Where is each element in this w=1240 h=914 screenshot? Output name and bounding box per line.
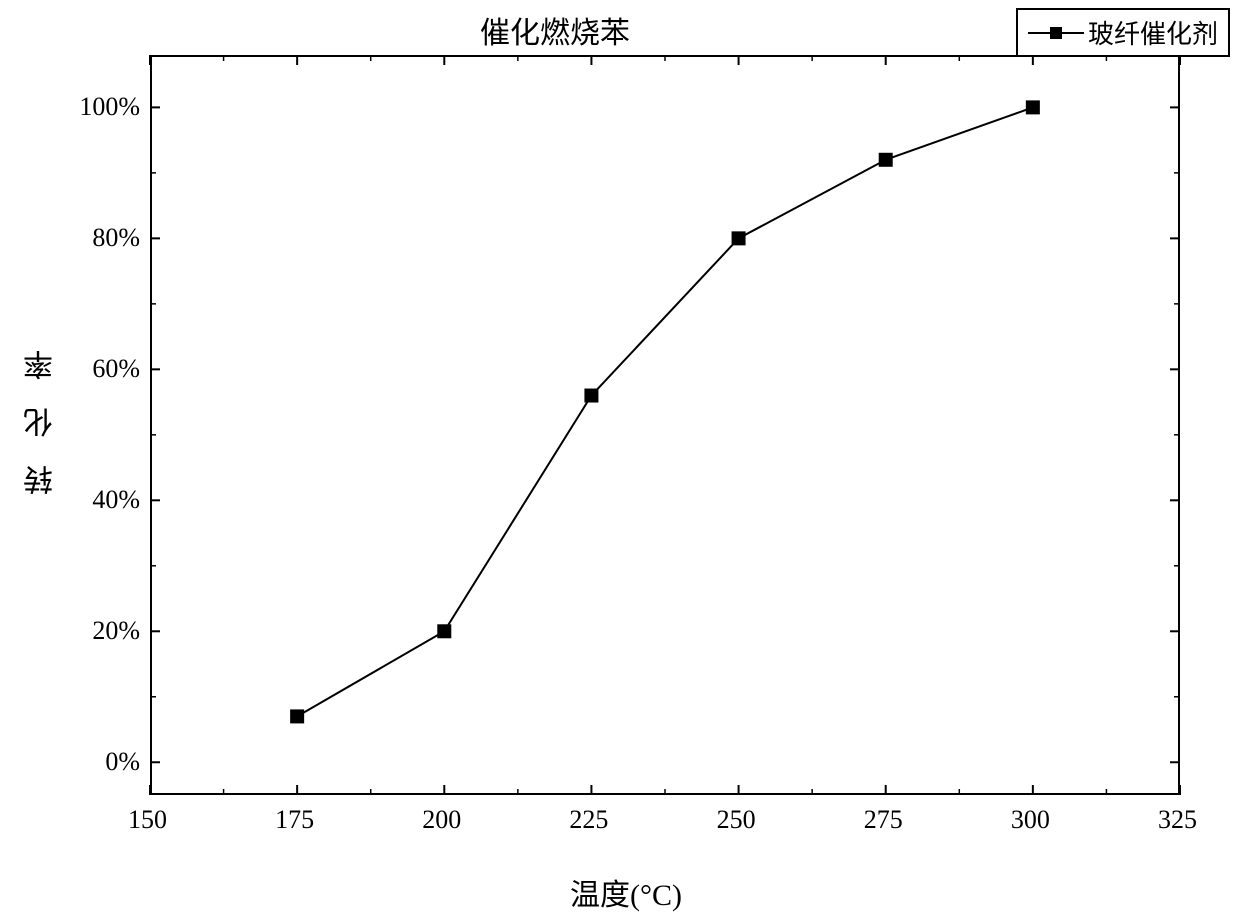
y-tick-label: 20% [92,616,140,646]
chart-container: 催化燃烧苯 玻纤催化剂 转 化 率 温度(°C) 150175200225250… [0,0,1240,914]
x-tick-label: 150 [128,805,167,835]
x-tick-label: 275 [864,805,903,835]
x-tick-label: 300 [1011,805,1050,835]
y-tick-label: 0% [105,747,140,777]
x-tick-label: 175 [275,805,314,835]
y-tick-label: 60% [92,354,140,384]
y-tick-label: 80% [92,223,140,253]
x-tick-label: 250 [717,805,756,835]
chart-svg [0,0,1240,914]
y-tick-label: 40% [92,485,140,515]
x-tick-label: 325 [1158,805,1197,835]
y-tick-label: 100% [79,92,140,122]
x-tick-label: 200 [422,805,461,835]
x-tick-label: 225 [569,805,608,835]
